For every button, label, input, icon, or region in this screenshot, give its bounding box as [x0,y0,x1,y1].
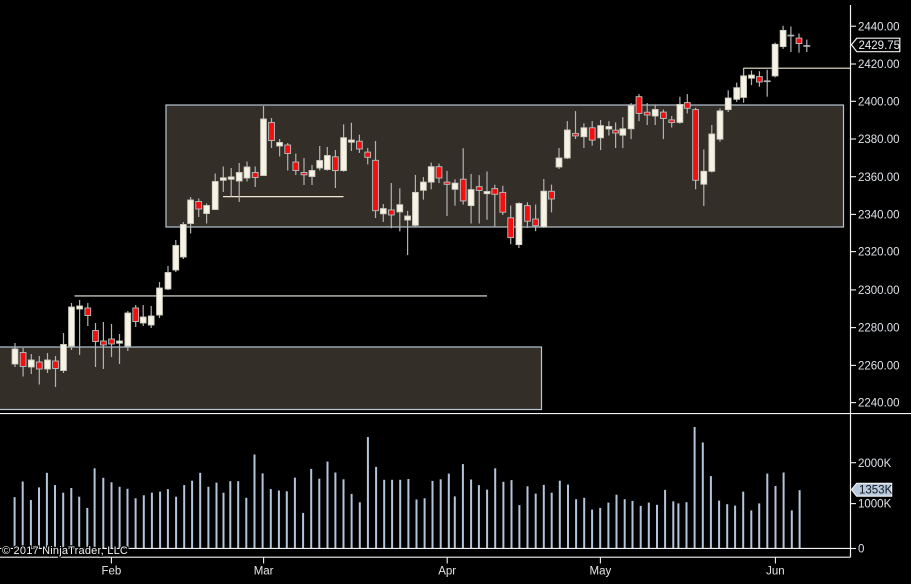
svg-text:2300.00: 2300.00 [858,285,900,297]
svg-text:2429.75: 2429.75 [859,40,901,52]
svg-text:2280.00: 2280.00 [858,323,900,335]
svg-text:2400.00: 2400.00 [858,96,900,108]
svg-text:May: May [590,566,612,578]
svg-text:0: 0 [858,544,864,556]
svg-text:1000K: 1000K [858,499,892,511]
svg-text:2380.00: 2380.00 [858,134,900,146]
svg-text:2000K: 2000K [858,458,892,470]
svg-text:Jun: Jun [766,566,785,578]
svg-text:2240.00: 2240.00 [858,398,900,410]
svg-text:2340.00: 2340.00 [858,210,900,222]
svg-text:2260.00: 2260.00 [858,361,900,373]
svg-text:2420.00: 2420.00 [858,59,900,71]
svg-text:2320.00: 2320.00 [858,247,900,259]
svg-text:Feb: Feb [101,566,121,578]
svg-text:Mar: Mar [254,566,274,578]
svg-text:© 2017 NinjaTrader, LLC: © 2017 NinjaTrader, LLC [2,545,128,557]
svg-text:1353K: 1353K [859,485,893,497]
svg-text:Apr: Apr [438,566,456,578]
svg-text:2440.00: 2440.00 [858,21,900,33]
svg-text:2360.00: 2360.00 [858,172,900,184]
